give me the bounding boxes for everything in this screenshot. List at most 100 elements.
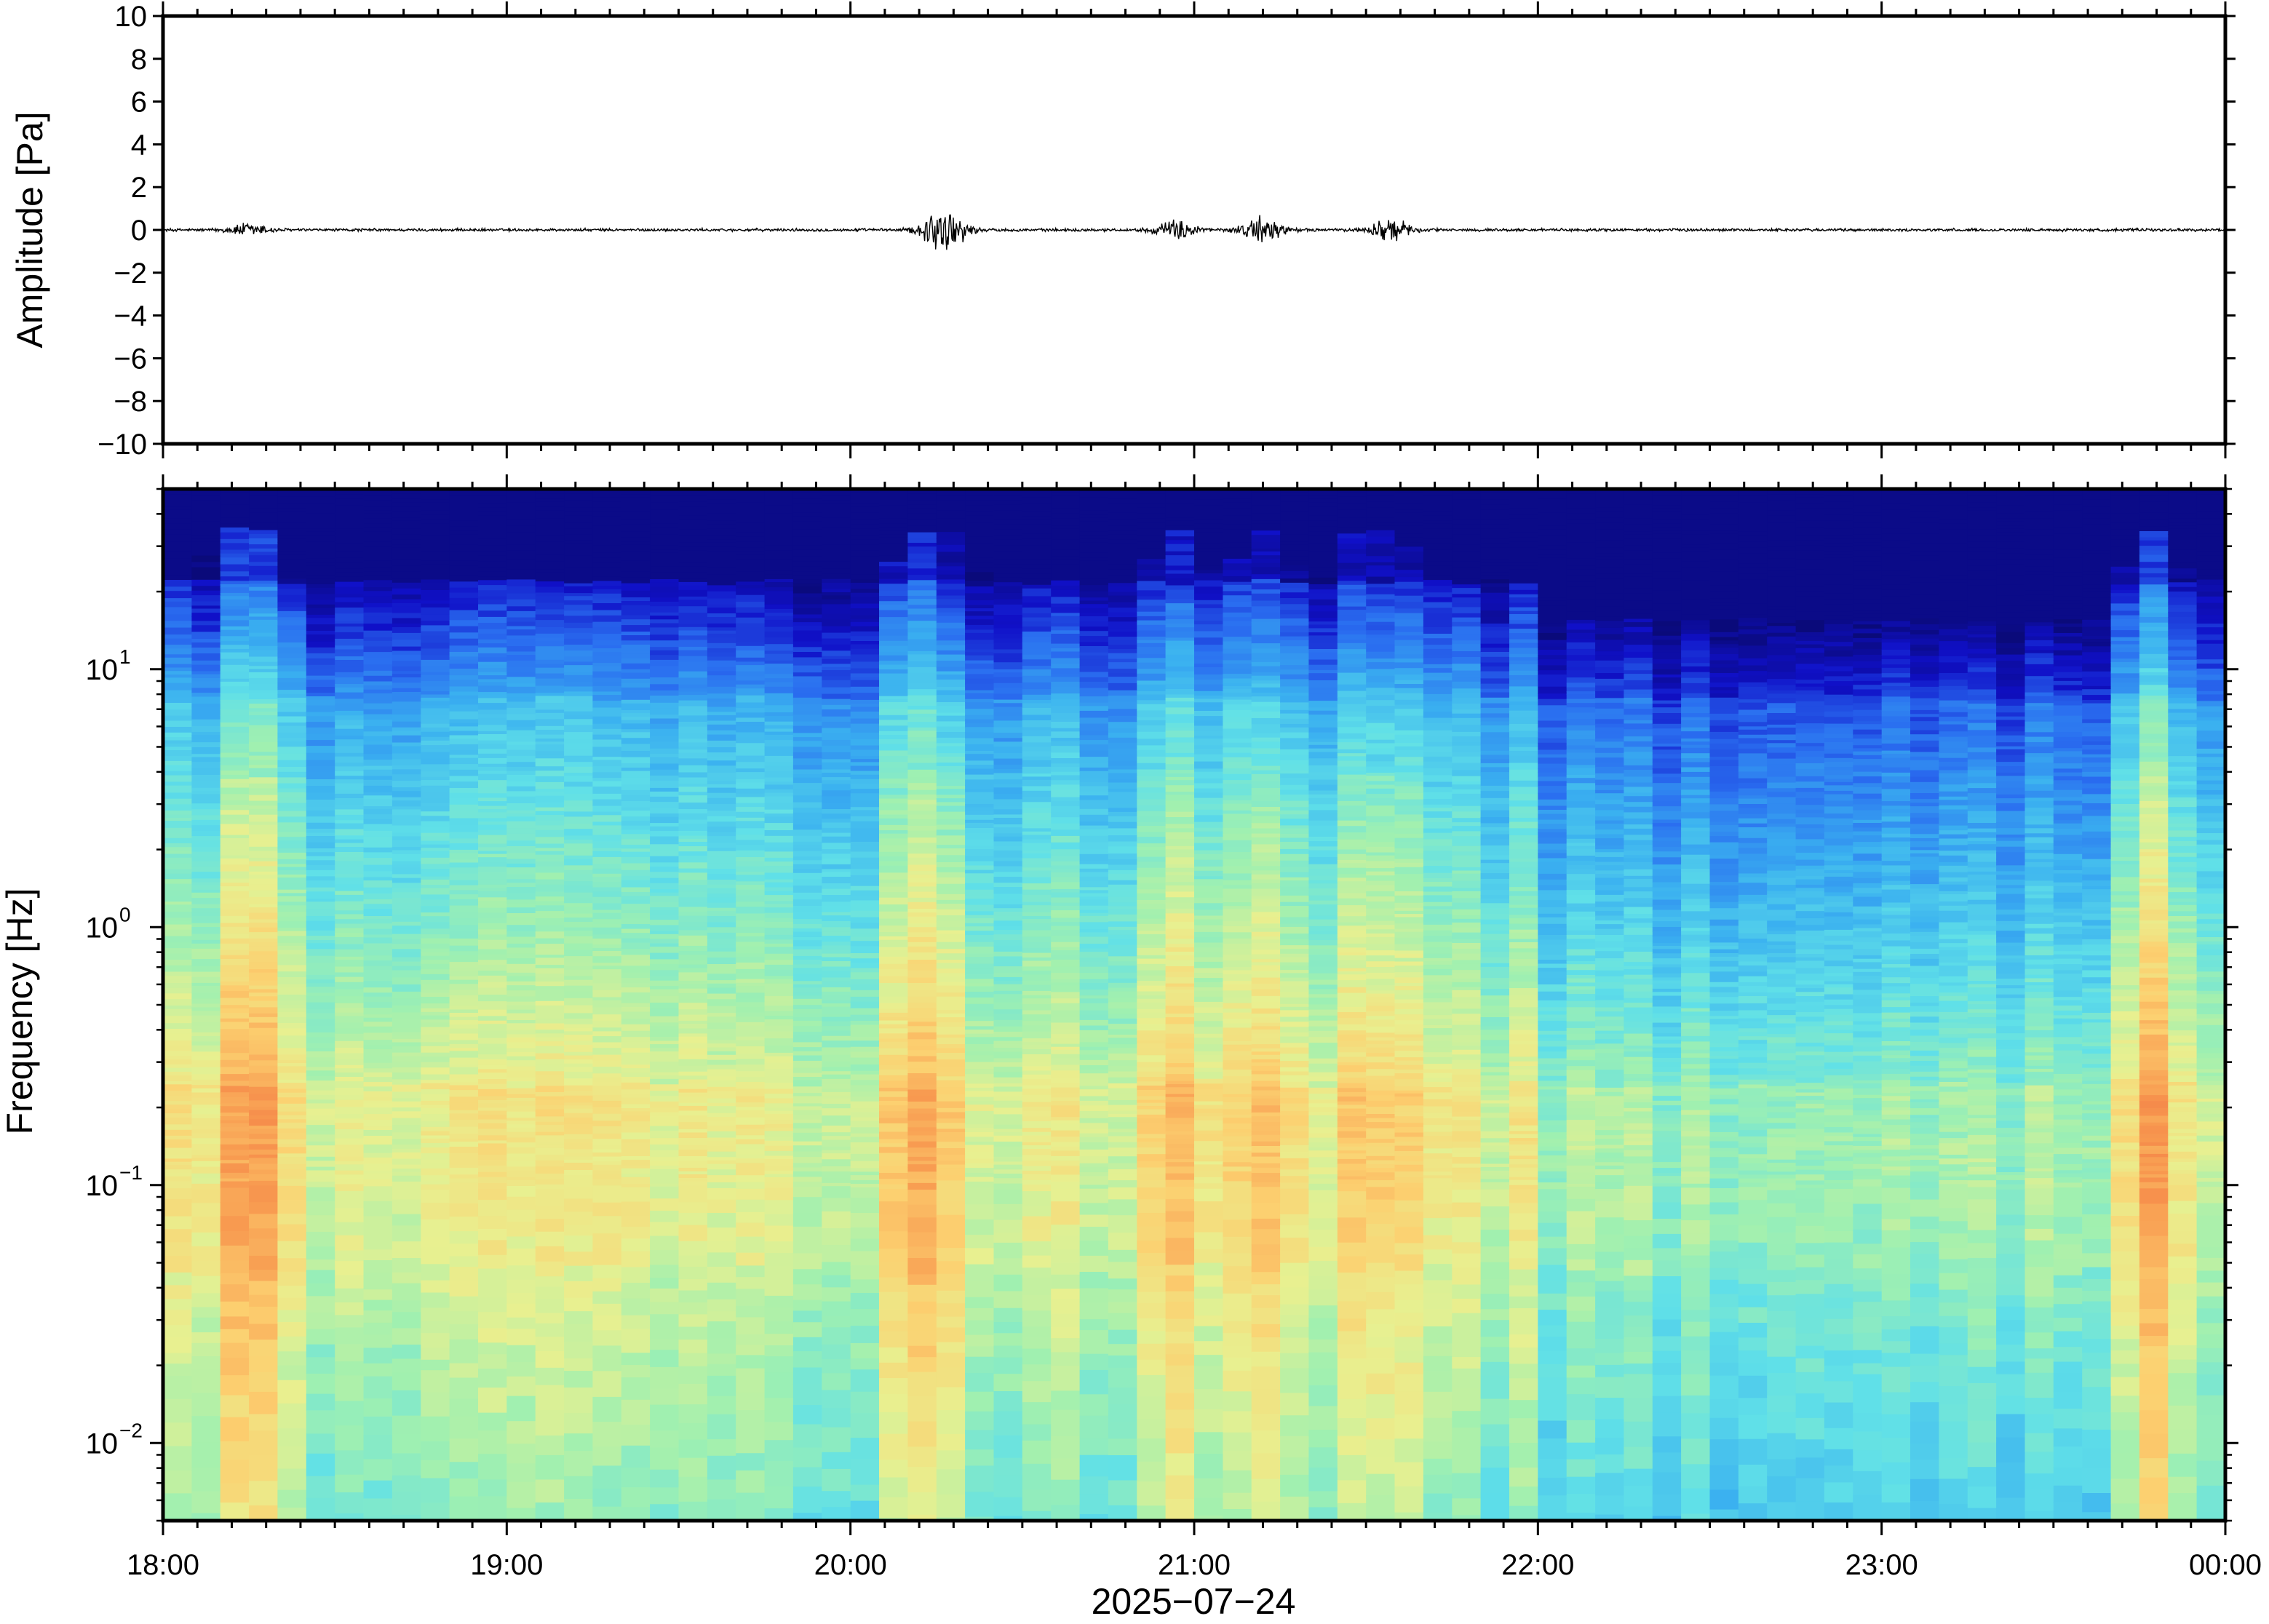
spectrogram-cell [650,495,680,503]
spectrogram-cell [650,1036,680,1042]
spectrogram-cell [936,992,966,998]
spectrogram-cell [363,785,393,793]
spectrogram-cell [936,973,966,977]
spectrogram-cell [879,861,909,867]
spectrogram-cell [678,926,708,931]
spectrogram-cell [621,1108,651,1112]
spectrogram-cell [792,1017,823,1022]
spectrogram-cell [478,740,508,744]
spectrogram-cell [191,719,221,727]
spectrogram-cell [363,506,393,512]
spectrogram-cell [764,517,794,523]
spectrogram-cell [822,638,851,645]
spectrogram-cell [249,1281,279,1296]
spectrogram-cell [850,589,880,594]
spectrogram-cell [650,947,680,954]
spectrogram-cell [163,1139,193,1145]
spectrogram-cell [621,1089,651,1094]
spectrogram-cell [822,511,851,519]
spectrogram-cell [191,840,221,848]
spectrogram-cell [822,578,851,584]
spectrogram-cell [822,906,851,913]
spectrogram-cell [879,562,909,567]
spectrogram-cell [191,982,221,987]
spectrogram-cell [191,1138,221,1145]
spectrogram-cell [421,672,450,676]
spectrogram-cell [879,926,909,933]
spectrogram-cell [993,510,1023,515]
spectrogram-cell [478,1047,508,1055]
spectrogram-cell [392,1214,422,1227]
spectrogram-cell [191,1104,221,1110]
spectrogram-cell [306,940,335,944]
spectrogram-cell [650,634,680,641]
spectrogram-cell [707,1106,737,1114]
spectrogram-cell [421,655,450,661]
spectrogram-cell [249,1270,279,1282]
spectrogram-cell [879,810,909,816]
spectrogram-cell [335,823,365,830]
spectrogram-cell [650,925,680,932]
spectrogram-cell [965,1235,995,1249]
spectrogram-cell [850,1040,880,1048]
spectrogram-cell [736,1355,766,1369]
spectrogram-cell [277,1428,307,1447]
spectrogram-cell [277,625,307,631]
spectrogram-cell [277,1011,307,1018]
spectrogram-cell [936,1164,966,1169]
spectrogram-cell [564,596,594,601]
spectrogram-cell [163,1023,193,1030]
spectrogram-cell [191,1133,221,1139]
spectrogram-cell [965,624,995,631]
spectrogram-cell [363,554,393,561]
spectrogram-cell [421,560,450,565]
spectrogram-cell [564,936,594,944]
spectrogram-cell [879,1101,909,1106]
spectrogram-cell [936,628,966,636]
spectrogram-cell [592,552,622,559]
spectrogram-cell [220,878,250,883]
spectrogram-cell [335,1222,365,1236]
spectrogram-cell [220,1123,250,1128]
spectrogram-cell [220,1018,250,1023]
spectrogram-cell [220,1163,250,1170]
spectrogram-cell [907,1179,937,1184]
spectrogram-cell [506,1376,536,1397]
spectrogram-cell [335,933,365,938]
spectrogram-cell [936,779,966,787]
spectrogram-cell [335,608,365,614]
spectrogram-cell [535,829,565,838]
spectrogram-cell [879,932,909,937]
spectrogram-cell [965,655,995,661]
spectrogram-cell [335,763,365,768]
spectrogram-cell [764,771,794,779]
spectrogram-cell [449,1147,479,1154]
spectrogram-cell [850,779,880,785]
spectrogram-cell [220,1086,250,1094]
spectrogram-cell [792,812,823,820]
spectrogram-cell [822,1159,851,1167]
spectrogram-cell [936,862,966,868]
spectrogram-cell [306,969,335,976]
spectrogram-cell [822,790,851,797]
spectrogram-cell [249,530,279,535]
spectrogram-cell [792,747,823,753]
spectrogram-cell [993,733,1023,739]
spectrogram-cell [306,1013,335,1020]
spectrogram-cell [850,762,880,767]
spectrogram-cell [907,585,937,591]
spectrogram-cell [449,652,479,658]
spectrogram-cell [850,512,880,520]
spectrogram-cell [936,579,966,585]
spectrogram-cell [850,1091,880,1097]
spectrogram-cell [249,919,279,923]
spectrogram-cell [363,714,393,720]
spectrogram-cell [506,813,536,818]
spectrogram-cell [936,605,966,609]
spectrogram-cell [506,550,536,554]
spectrogram-cell [764,591,794,597]
spectrogram-cell [879,1139,909,1144]
spectrogram-cell [220,1160,250,1164]
spectrogram-cell [736,889,766,896]
spectrogram-cell [363,1091,393,1098]
